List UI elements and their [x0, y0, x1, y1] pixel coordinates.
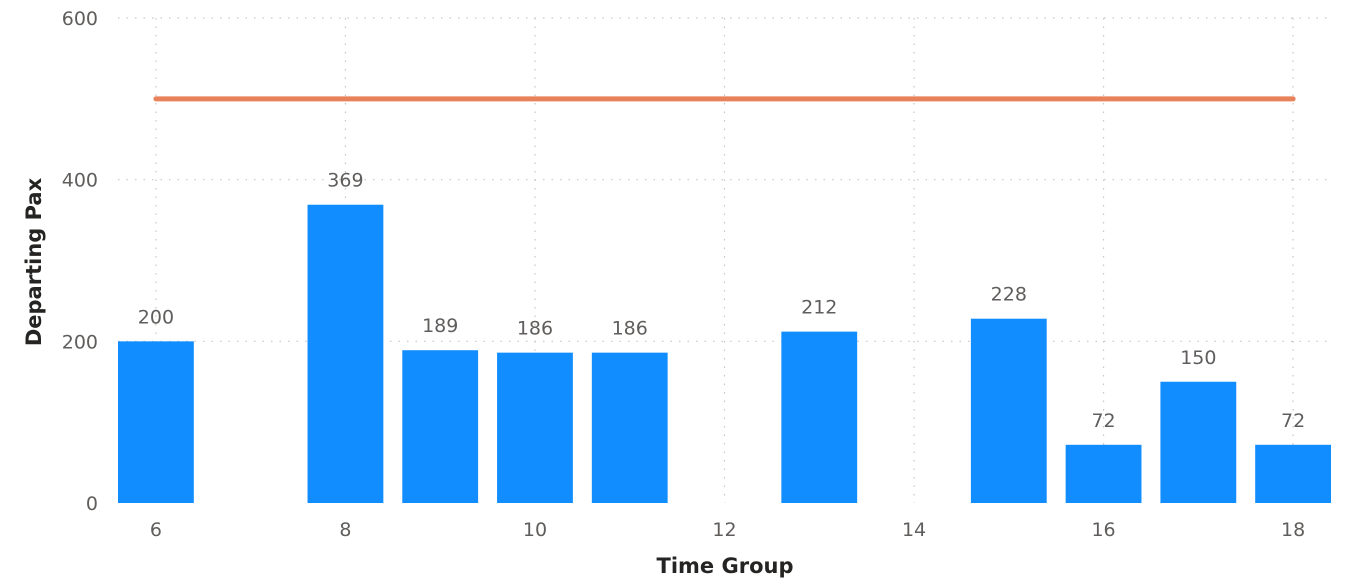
y-tick-label: 200 [62, 331, 98, 353]
x-tick-label: 18 [1281, 519, 1305, 541]
bar-data-label: 150 [1180, 347, 1216, 369]
x-axis-title: Time Group [657, 554, 794, 578]
bar[interactable] [307, 204, 384, 503]
bar[interactable] [591, 352, 668, 503]
bar[interactable] [1255, 444, 1331, 503]
bar-data-label: 186 [517, 318, 553, 340]
y-axis-ticks: 0 200 400 600 [62, 8, 98, 515]
x-tick-label: 14 [902, 519, 926, 541]
bar-data-label: 72 [1091, 410, 1115, 432]
x-axis-ticks: 6 8 10 12 14 16 18 [150, 519, 1305, 541]
x-tick-label: 8 [339, 519, 351, 541]
x-tick-label: 10 [523, 519, 547, 541]
bar-series [118, 204, 1331, 503]
y-tick-label: 0 [86, 493, 98, 515]
bar-data-label: 186 [612, 318, 648, 340]
x-tick-label: 12 [712, 519, 736, 541]
bar-data-label: 200 [138, 306, 174, 328]
bar-data-label: 369 [327, 170, 363, 192]
y-tick-label: 400 [62, 170, 98, 192]
bar-data-label: 228 [991, 284, 1027, 306]
bar[interactable] [118, 341, 194, 503]
x-tick-label: 6 [150, 519, 162, 541]
bar[interactable] [1160, 381, 1237, 503]
bar[interactable] [402, 350, 479, 503]
y-axis-title: Departing Pax [22, 177, 46, 346]
bar[interactable] [781, 331, 858, 503]
bar[interactable] [1065, 444, 1142, 503]
bar-data-label: 189 [422, 315, 458, 337]
bar[interactable] [497, 352, 573, 503]
data-labels: 200 369 189 186 186 212 228 72 150 72 [138, 170, 1305, 432]
grid-layer [118, 17, 1331, 503]
y-tick-label: 600 [62, 8, 98, 30]
bar[interactable] [970, 318, 1047, 503]
x-tick-label: 16 [1091, 519, 1115, 541]
bar-data-label: 212 [801, 297, 837, 319]
bar-data-label: 72 [1281, 410, 1305, 432]
